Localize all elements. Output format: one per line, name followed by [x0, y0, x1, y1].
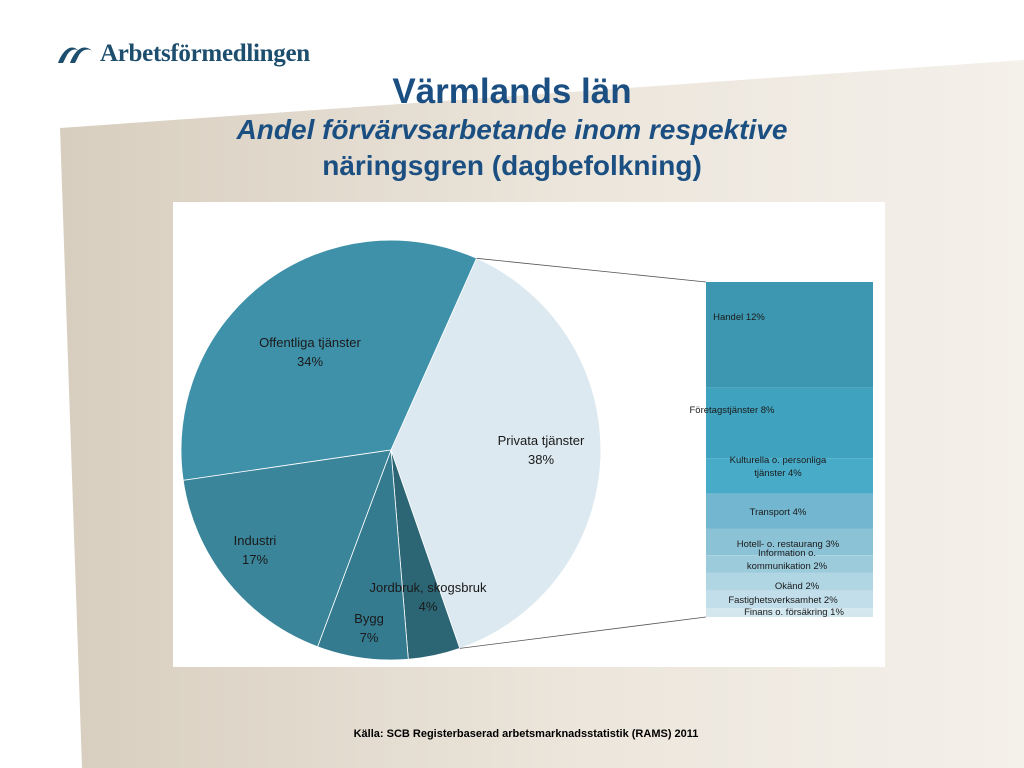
bar-segment-label: Kulturella o. personliga tjänster 4%: [730, 455, 827, 479]
bar-segment: [706, 528, 873, 556]
bar-segment-label: Handel 12%: [713, 312, 765, 323]
logo: Arbetsförmedlingen: [58, 36, 310, 72]
connector-line: [476, 257, 707, 283]
bar-segment: [706, 458, 873, 494]
bar-segment: [706, 590, 873, 609]
bar-segment-label: Hotell- o. restaurang 3%: [737, 539, 840, 550]
pie-slice-label: Offentliga tjänster: [259, 335, 361, 350]
pie-slice-label: Jordbruk, skogsbruk: [369, 580, 487, 595]
bar-segment: [706, 493, 873, 529]
pie-slice-label: Bygg: [354, 611, 384, 626]
arbetsformedlingen-logo-icon: [58, 47, 94, 63]
pie-slice-value: 34%: [297, 354, 323, 369]
bar-segment: [706, 572, 873, 591]
pie-slice-value: 7%: [360, 630, 379, 645]
pie-slice-value: 4%: [419, 599, 438, 614]
chart-panel: Offentliga tjänster 34% Privata tjänster 38…: [173, 202, 885, 667]
pie-slice: [390, 257, 602, 649]
bar-segment-label: Fastighetsverksamhet 2%: [728, 595, 838, 606]
bar-segment: [706, 555, 873, 573]
pie-slice-label: Privata tjänster: [498, 433, 585, 448]
bar-segment: [706, 282, 873, 388]
pie-of-bar-chart: Offentliga tjänster 34% Privata tjänster 38…: [180, 239, 873, 661]
page-title: Värmlands län: [392, 72, 632, 111]
bar-segment-label: Okänd 2%: [775, 581, 820, 592]
connector-line: [459, 616, 707, 649]
pie-slice: [180, 239, 478, 481]
bar-segment: [706, 608, 873, 617]
page-subtitle-line-2: näringsgren (dagbefolkning): [322, 150, 702, 181]
pie-slice: [182, 449, 392, 648]
source-note: Källa: SCB Registerbaserad arbetsmarknad…: [353, 728, 699, 740]
page-subtitle-line-1: Andel förvärvsarbetande inom respektive: [236, 114, 788, 145]
bar-segment-label: Information o. kommunikation 2%: [747, 548, 828, 572]
bar-segment-label: Finans o. försäkring 1%: [744, 607, 844, 618]
logo-text: Arbetsförmedlingen: [100, 40, 310, 67]
pie-slice-value: 17%: [242, 552, 268, 567]
pie-slice-value: 38%: [528, 452, 554, 467]
bar-segment-label: Företagstjänster 8%: [689, 405, 775, 416]
pie-slice-label: Industri: [234, 533, 277, 548]
title-block: Värmlands län Andel förvärvsarbetande in…: [0, 72, 1024, 184]
bar-segment-label: Transport 4%: [750, 507, 807, 518]
bar-segment: [706, 387, 873, 459]
